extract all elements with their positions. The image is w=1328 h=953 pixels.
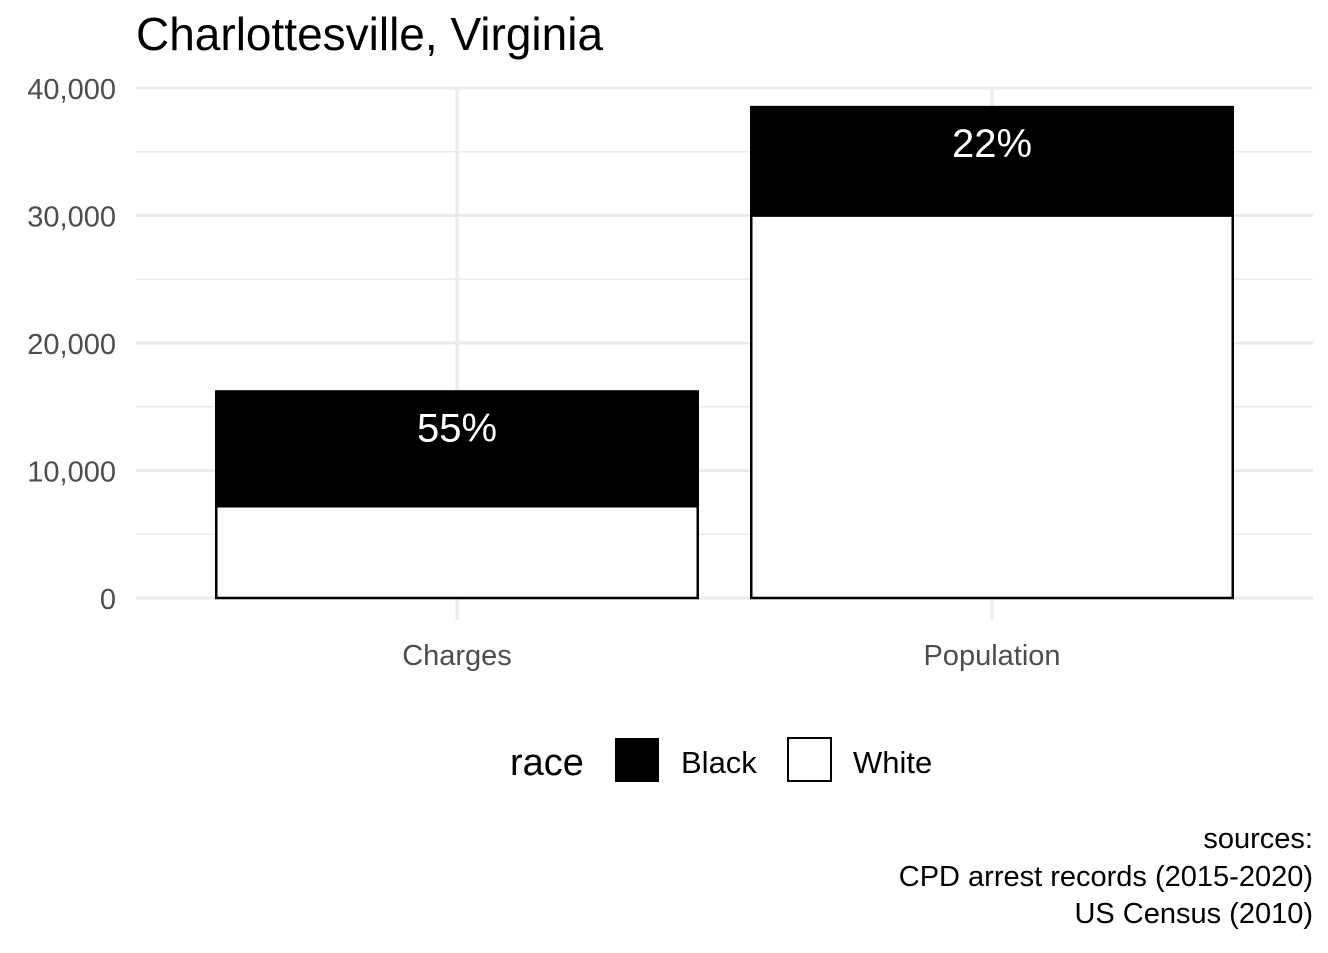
- caption-line: sources:: [1203, 823, 1313, 855]
- x-tick-label: Charges: [402, 640, 512, 672]
- y-tick-label: 30,000: [27, 202, 116, 234]
- axes: 0 10,000 20,000 30,000 40,000 Charges Populati…: [27, 74, 1060, 672]
- bars: [215, 105, 1234, 600]
- bar-white-charges: [215, 504, 699, 600]
- caption: sources: CPD arrest records (2015-2020) …: [899, 823, 1313, 930]
- legend-label-white: White: [853, 745, 932, 780]
- legend-swatch-black: [615, 738, 659, 782]
- legend-label-black: Black: [681, 745, 757, 780]
- legend: race Black White: [510, 737, 932, 784]
- legend-title: race: [510, 742, 584, 784]
- data-labels: 55% 22%: [417, 122, 1032, 450]
- bar-black-charges: [215, 390, 699, 508]
- data-label: 55%: [417, 406, 497, 450]
- data-label: 22%: [952, 122, 1032, 166]
- caption-line: US Census (2010): [1074, 898, 1313, 930]
- bar-white-population: [750, 214, 1234, 600]
- y-tick-label: 20,000: [27, 329, 116, 361]
- x-tick-label: Population: [923, 640, 1060, 672]
- y-tick-label: 0: [100, 584, 116, 616]
- chart-title: Charlottesville, Virginia: [136, 8, 603, 60]
- bar-black-population: [750, 105, 1234, 217]
- y-tick-label: 10,000: [27, 457, 116, 489]
- y-tick-label: 40,000: [27, 74, 116, 106]
- caption-line: CPD arrest records (2015-2020): [899, 861, 1313, 893]
- legend-swatch-white: [787, 737, 832, 782]
